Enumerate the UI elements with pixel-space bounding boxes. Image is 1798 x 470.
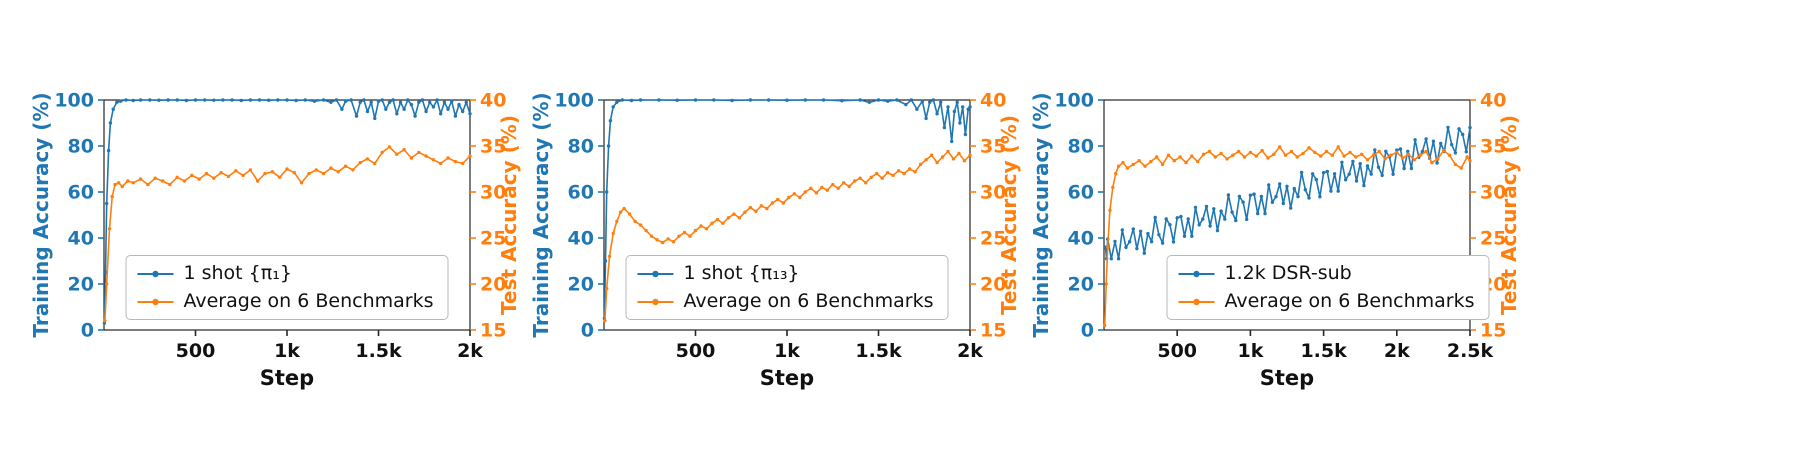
chart-canvas-1: 0 20 40 60 80 100 15 20 25 30 35 40 500 1k 1.5k 2k Step T… xyxy=(29,90,521,391)
svg-text:1.5k: 1.5k xyxy=(855,340,902,362)
legend-label: Average on 6 Benchmarks xyxy=(1224,290,1475,313)
legend-line-marker-icon xyxy=(636,268,674,280)
svg-text:500: 500 xyxy=(176,340,216,362)
svg-text:Training Accuracy (%): Training Accuracy (%) xyxy=(1029,92,1053,337)
chart-panel-2: 0 20 40 60 80 100 15 20 25 30 35 40 500 1k 1.5k 2k Step T… xyxy=(528,0,1028,470)
svg-text:15: 15 xyxy=(480,320,506,342)
svg-text:20: 20 xyxy=(980,274,1006,296)
svg-text:25: 25 xyxy=(980,228,1006,250)
svg-text:20: 20 xyxy=(1068,274,1094,296)
svg-text:60: 60 xyxy=(1068,182,1094,204)
svg-text:40: 40 xyxy=(1480,90,1506,112)
svg-text:1.5k: 1.5k xyxy=(355,340,402,362)
svg-text:0: 0 xyxy=(581,320,594,342)
legend: 1 shot {π₁₃} Average on 6 Benchmarks xyxy=(625,255,949,320)
svg-text:80: 80 xyxy=(1068,136,1094,158)
svg-text:500: 500 xyxy=(676,340,716,362)
svg-text:Test Accuracy (%): Test Accuracy (%) xyxy=(1497,115,1521,315)
svg-text:Test Accuracy (%): Test Accuracy (%) xyxy=(497,115,521,315)
svg-text:40: 40 xyxy=(480,90,506,112)
svg-text:30: 30 xyxy=(480,182,506,204)
svg-text:100: 100 xyxy=(54,90,94,112)
svg-text:15: 15 xyxy=(1480,320,1506,342)
svg-text:2k: 2k xyxy=(1384,340,1410,362)
svg-text:20: 20 xyxy=(568,274,594,296)
legend-line-marker-icon xyxy=(1177,296,1215,308)
svg-text:0: 0 xyxy=(81,320,94,342)
chart-panel-3: 0 20 40 60 80 100 15 20 25 30 35 40 500 1k 1.5k 2k 2.5k S… xyxy=(1028,0,1528,470)
svg-text:Step: Step xyxy=(260,366,314,390)
legend-label: Average on 6 Benchmarks xyxy=(683,290,934,313)
legend-line-marker-icon xyxy=(136,268,174,280)
svg-text:25: 25 xyxy=(1480,228,1506,250)
legend: 1.2k DSR-sub Average on 6 Benchmarks xyxy=(1166,255,1490,320)
legend: 1 shot {π₁} Average on 6 Benchmarks xyxy=(125,255,449,320)
svg-text:40: 40 xyxy=(568,228,594,250)
legend-item: 1 shot {π₁} xyxy=(136,263,433,284)
svg-text:1k: 1k xyxy=(1237,340,1263,362)
svg-text:2k: 2k xyxy=(957,340,983,362)
chart-panel-1: 0 20 40 60 80 100 15 20 25 30 35 40 500 1k 1.5k 2k Step T… xyxy=(28,0,528,470)
svg-text:20: 20 xyxy=(480,274,506,296)
svg-text:0: 0 xyxy=(1081,320,1094,342)
svg-text:100: 100 xyxy=(1054,90,1094,112)
legend-label: Average on 6 Benchmarks xyxy=(183,290,434,313)
svg-text:15: 15 xyxy=(980,320,1006,342)
svg-text:100: 100 xyxy=(554,90,594,112)
legend-line-marker-icon xyxy=(136,296,174,308)
svg-text:1k: 1k xyxy=(774,340,800,362)
svg-text:20: 20 xyxy=(68,274,94,296)
legend-item: Average on 6 Benchmarks xyxy=(136,290,434,313)
chart-canvas-2: 0 20 40 60 80 100 15 20 25 30 35 40 500 1k 1.5k 2k Step T… xyxy=(529,90,1021,391)
svg-text:25: 25 xyxy=(480,228,506,250)
legend-item: 1.2k DSR-sub xyxy=(1177,263,1474,284)
svg-text:Test Accuracy (%): Test Accuracy (%) xyxy=(997,115,1021,315)
svg-text:Training Accuracy (%): Training Accuracy (%) xyxy=(29,92,53,337)
svg-text:35: 35 xyxy=(980,136,1006,158)
legend-item: 1 shot {π₁₃} xyxy=(636,263,933,284)
svg-text:60: 60 xyxy=(568,182,594,204)
legend-line-marker-icon xyxy=(636,296,674,308)
legend-label: 1 shot {π₁} xyxy=(183,262,292,285)
svg-text:40: 40 xyxy=(68,228,94,250)
svg-text:2k: 2k xyxy=(457,340,483,362)
svg-text:2.5k: 2.5k xyxy=(1447,340,1494,362)
legend-line-marker-icon xyxy=(1177,268,1215,280)
svg-text:Step: Step xyxy=(760,366,814,390)
svg-text:35: 35 xyxy=(480,136,506,158)
svg-text:1k: 1k xyxy=(274,340,300,362)
svg-text:30: 30 xyxy=(980,182,1006,204)
svg-text:35: 35 xyxy=(1480,136,1506,158)
svg-text:80: 80 xyxy=(68,136,94,158)
legend-label: 1 shot {π₁₃} xyxy=(683,262,800,285)
svg-text:Step: Step xyxy=(1260,366,1314,390)
svg-text:60: 60 xyxy=(68,182,94,204)
svg-text:40: 40 xyxy=(980,90,1006,112)
legend-item: Average on 6 Benchmarks xyxy=(636,290,934,313)
svg-text:1.5k: 1.5k xyxy=(1300,340,1347,362)
svg-text:Training Accuracy (%): Training Accuracy (%) xyxy=(529,92,553,337)
svg-text:30: 30 xyxy=(1480,182,1506,204)
legend-label: 1.2k DSR-sub xyxy=(1224,262,1352,285)
legend-item: Average on 6 Benchmarks xyxy=(1177,290,1475,313)
svg-text:40: 40 xyxy=(1068,228,1094,250)
svg-text:80: 80 xyxy=(568,136,594,158)
svg-text:500: 500 xyxy=(1157,340,1197,362)
